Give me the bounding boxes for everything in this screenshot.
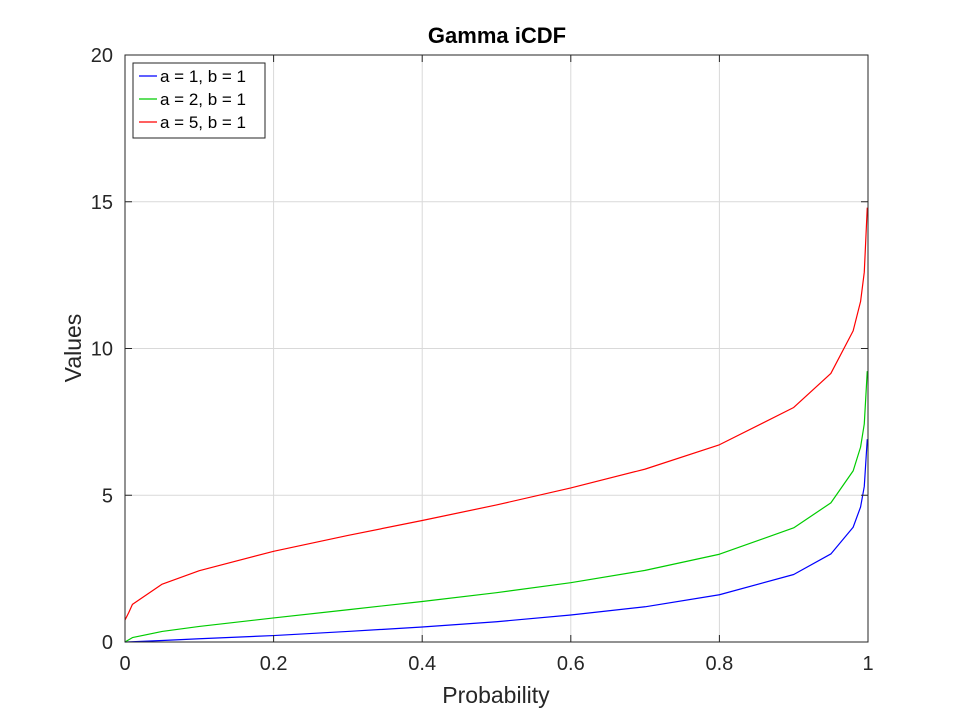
x-tick-label: 0.4	[408, 653, 436, 675]
legend-label-1: a = 1, b = 1	[160, 67, 246, 86]
legend-label-2: a = 2, b = 1	[160, 90, 246, 109]
x-tick-label: 0.2	[260, 653, 288, 675]
y-tick-label: 15	[91, 192, 113, 214]
y-axis-label: Values	[60, 314, 86, 383]
chart-title: Gamma iCDF	[428, 23, 566, 48]
legend-label-3: a = 5, b = 1	[160, 113, 246, 132]
series-lines	[124, 207, 868, 643]
series-line-2	[124, 371, 868, 643]
x-tick-label: 1	[862, 653, 873, 675]
y-tick-label: 10	[91, 339, 113, 361]
series-line-3	[124, 207, 868, 621]
x-axis-label: Probability	[442, 682, 550, 708]
y-tick-label: 20	[91, 45, 113, 67]
legend: a = 1, b = 1 a = 2, b = 1 a = 5, b = 1	[132, 62, 266, 139]
grid-lines	[124, 54, 869, 643]
y-tick-label: 0	[102, 632, 113, 654]
series-line-1	[124, 439, 868, 643]
x-tick-label: 0.6	[557, 653, 585, 675]
x-tick-label: 0.8	[705, 653, 733, 675]
x-tick-label: 0	[119, 653, 130, 675]
y-tick-label: 5	[102, 485, 113, 507]
